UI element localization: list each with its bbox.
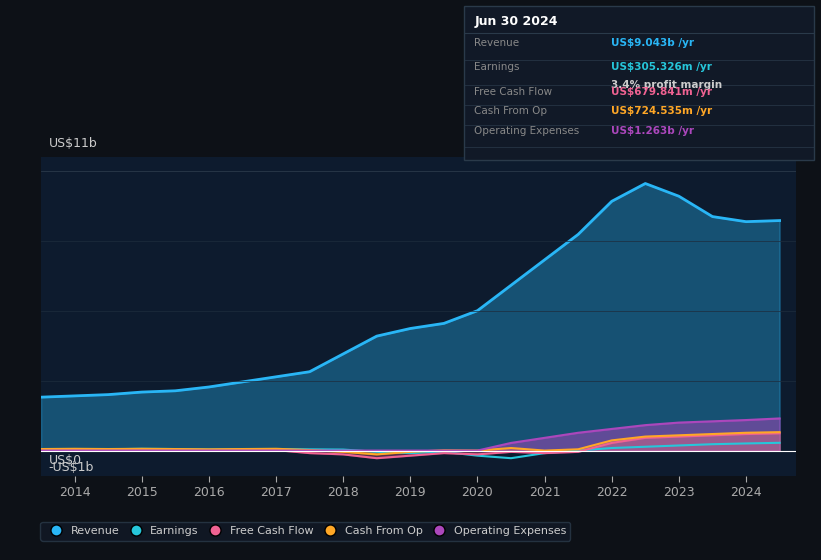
Text: -US$1b: -US$1b	[48, 461, 94, 474]
Text: Free Cash Flow: Free Cash Flow	[475, 87, 553, 97]
Text: US$0: US$0	[48, 454, 82, 466]
Text: Revenue: Revenue	[475, 38, 520, 48]
Text: US$9.043b /yr: US$9.043b /yr	[611, 38, 694, 48]
Text: US$1.263b /yr: US$1.263b /yr	[611, 127, 694, 137]
Text: US$11b: US$11b	[48, 137, 98, 151]
Text: Operating Expenses: Operating Expenses	[475, 127, 580, 137]
Text: US$305.326m /yr: US$305.326m /yr	[611, 62, 712, 72]
Text: US$724.535m /yr: US$724.535m /yr	[611, 106, 713, 116]
Text: Earnings: Earnings	[475, 62, 520, 72]
Legend: Revenue, Earnings, Free Cash Flow, Cash From Op, Operating Expenses: Revenue, Earnings, Free Cash Flow, Cash …	[40, 522, 571, 540]
Text: Jun 30 2024: Jun 30 2024	[475, 15, 558, 28]
Text: US$679.841m /yr: US$679.841m /yr	[611, 87, 712, 97]
Text: 3.4% profit margin: 3.4% profit margin	[611, 80, 722, 90]
Text: Cash From Op: Cash From Op	[475, 106, 548, 116]
